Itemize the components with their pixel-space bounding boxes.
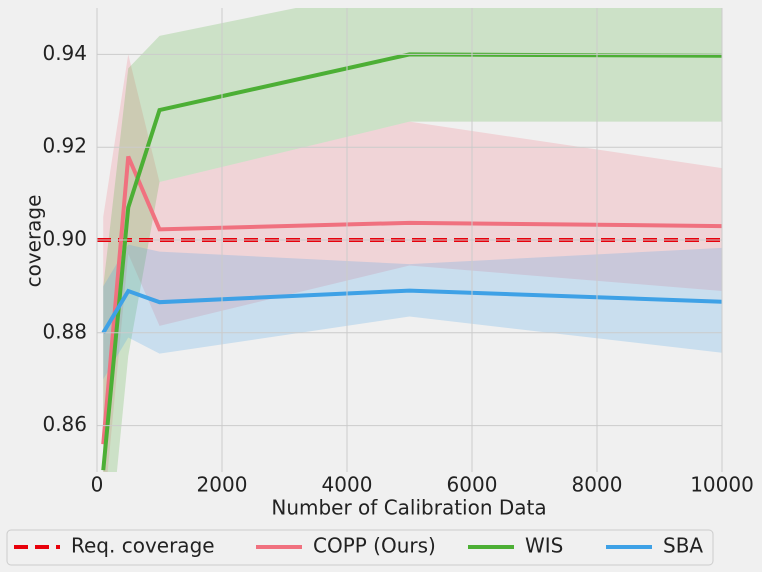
series-line [101,155,722,445]
x-tick-label: 10000 [690,473,754,497]
x-axis-label: Number of Calibration Data [271,496,546,520]
plot-area [97,8,722,472]
legend-label: WIS [525,534,563,558]
y-tick-label: 0.94 [42,41,87,65]
y-tick-label: 0.90 [42,227,87,251]
y-tick-label: 0.86 [42,412,87,436]
legend-box [6,529,714,566]
legend-label: Req. coverage [71,534,215,558]
confidence-band [103,244,722,380]
x-tick-label: 2000 [197,473,248,497]
x-tick-label: 6000 [447,473,498,497]
y-axis-label: coverage [22,195,46,288]
y-tick-label: 0.88 [42,319,87,343]
confidence-band [103,8,722,472]
x-tick-label: 0 [91,473,104,497]
series-line [101,288,722,334]
x-tick-label: 4000 [322,473,373,497]
legend-label: COPP (Ours) [313,534,436,558]
y-tick-label: 0.92 [42,134,87,158]
legend-label: SBA [663,534,703,558]
confidence-band [103,54,722,472]
x-tick-label: 8000 [572,473,623,497]
